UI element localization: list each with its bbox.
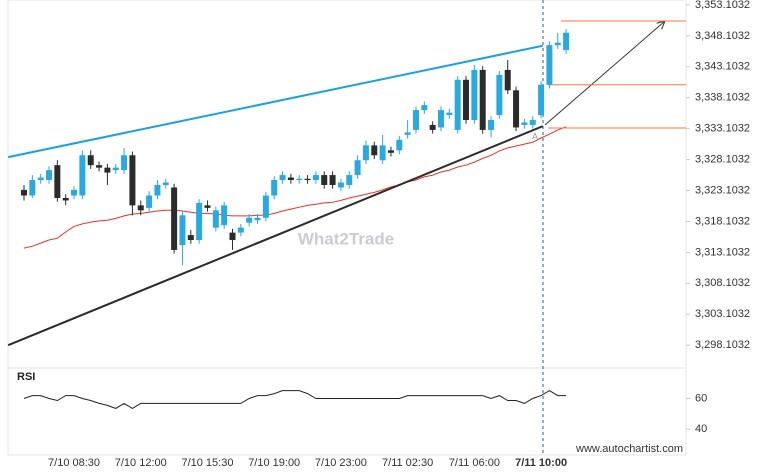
- candle-body: [546, 45, 553, 85]
- candle-body: [162, 182, 169, 185]
- candle-body: [429, 124, 436, 130]
- candle-body: [196, 202, 203, 241]
- candle-body: [371, 145, 378, 156]
- candle-body: [37, 177, 44, 181]
- candle-body: [504, 69, 511, 91]
- y-tick-label: 3,298.1032: [695, 339, 750, 351]
- candle-body: [521, 122, 528, 125]
- x-tick-label: 7/11 10:00: [515, 457, 567, 469]
- y-tick-label: 3,343.1032: [695, 61, 750, 73]
- candle-body: [146, 195, 153, 208]
- candle-body: [187, 235, 194, 241]
- candle-body: [563, 32, 570, 51]
- candle-body: [171, 187, 178, 250]
- x-tick-label: 7/10 15:30: [181, 457, 233, 469]
- candle-body: [438, 110, 444, 128]
- candle-body: [279, 175, 286, 181]
- trendline: [7, 44, 543, 159]
- candle-body: [529, 120, 536, 125]
- candle-body: [221, 205, 228, 226]
- watermark: What2Trade: [298, 229, 394, 248]
- candle-body: [104, 167, 111, 173]
- candle-body: [471, 69, 478, 121]
- y-tick-label: 3,303.1032: [695, 308, 750, 320]
- y-tick-label: 3,308.1032: [695, 277, 750, 289]
- candle-body: [204, 205, 211, 208]
- candle-body: [463, 79, 470, 121]
- plot-frame: [7, 0, 687, 456]
- rsi-tick-label: 40: [695, 423, 707, 435]
- candle-body: [271, 180, 278, 196]
- candle-body: [379, 145, 386, 161]
- candle-body: [29, 180, 36, 196]
- candle-body: [229, 232, 236, 241]
- x-tick-label: 7/10 23:00: [315, 457, 367, 469]
- candle-body: [179, 215, 186, 245]
- x-tick-label: 7/11 06:00: [449, 457, 500, 469]
- candle-body: [296, 178, 303, 181]
- y-tick-label: 3,353.1032: [695, 0, 750, 11]
- candle-body: [479, 69, 486, 130]
- candle-body: [79, 155, 86, 196]
- y-tick-label: 3,328.1032: [695, 153, 750, 165]
- candle-body: [246, 217, 253, 223]
- y-tick-label: 3,313.1032: [695, 246, 750, 258]
- candle-body: [346, 175, 353, 185]
- x-tick-label: 7/10 19:00: [248, 457, 300, 469]
- candle-body: [62, 197, 69, 201]
- candle-body: [396, 139, 403, 151]
- candle-body: [304, 178, 311, 181]
- candle-body: [488, 120, 495, 130]
- candle-body: [404, 132, 411, 135]
- candle-body: [254, 217, 261, 221]
- rsi-tick-label: 60: [695, 392, 707, 404]
- y-tick-label: 3,323.1032: [695, 184, 750, 196]
- source: www.autochartist.com: [575, 443, 683, 455]
- candle-body: [362, 145, 369, 161]
- candle-body: [321, 175, 328, 185]
- candle-body: [354, 160, 361, 176]
- forecast-arrow: [544, 21, 665, 126]
- x-tick-label: 7/11 02:30: [382, 457, 433, 469]
- candle-body: [54, 165, 61, 198]
- candle-body: [121, 155, 128, 171]
- candle-body: [421, 105, 428, 111]
- candle-body: [554, 42, 561, 46]
- candle-body: [454, 79, 461, 130]
- candle-body: [21, 189, 27, 196]
- candle-body: [212, 210, 219, 228]
- x-tick-label: 7/10 12:00: [115, 457, 167, 469]
- candle-body: [46, 170, 53, 181]
- candle-body: [387, 150, 394, 153]
- candle-body: [112, 167, 119, 171]
- candle-body: [87, 155, 94, 166]
- y-tick-label: 3,333.1032: [695, 123, 750, 135]
- trendline: [7, 125, 544, 347]
- annotation: A: [532, 131, 538, 141]
- candle-body: [329, 175, 336, 185]
- candle-body: [337, 182, 344, 188]
- candle-body: [538, 84, 545, 116]
- candle-body: [154, 184, 161, 196]
- rsi-line: [23, 390, 567, 409]
- candle-body: [446, 112, 453, 116]
- moving-average: [23, 126, 567, 249]
- rsi-label: RSI: [17, 371, 35, 383]
- y-tick-label: 3,348.1032: [695, 30, 750, 42]
- x-tick-label: 7/10 08:30: [48, 457, 100, 469]
- candle-body: [262, 195, 269, 218]
- candle-body: [496, 74, 503, 116]
- candle-body: [312, 175, 319, 181]
- candle-body: [412, 110, 419, 130]
- candle-body: [129, 155, 136, 206]
- candle-body: [137, 205, 144, 211]
- y-tick-label: 3,318.1032: [695, 215, 750, 227]
- candle-body: [513, 90, 520, 128]
- y-tick-label: 3,338.1032: [695, 92, 750, 104]
- candle-body: [287, 177, 294, 181]
- candle-body: [96, 165, 103, 168]
- candle-body: [71, 189, 78, 196]
- candle-body: [237, 227, 244, 233]
